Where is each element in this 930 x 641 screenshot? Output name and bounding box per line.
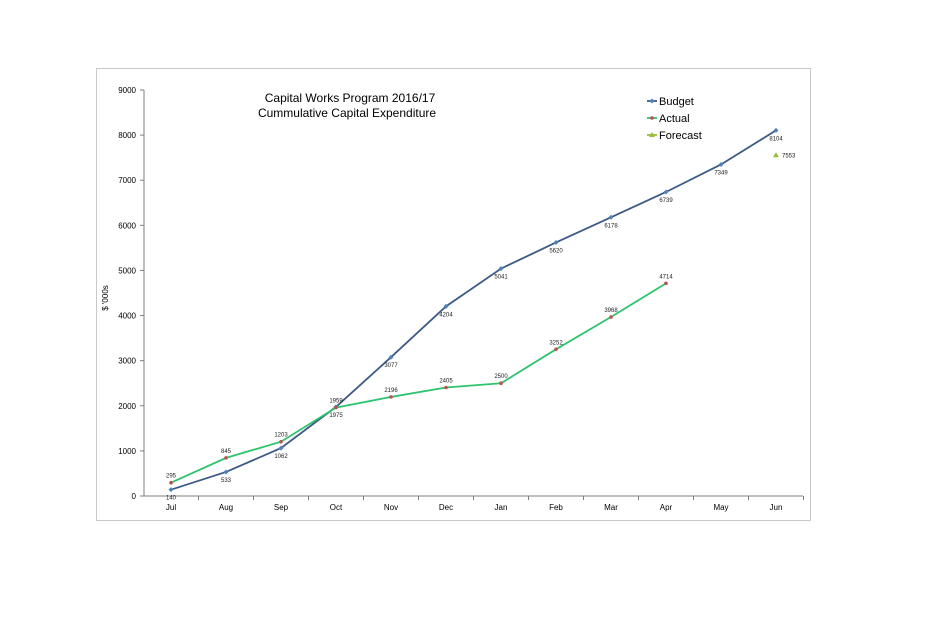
data-point-budget [443, 303, 449, 309]
chart-title: Capital Works Program 2016/17 Cummulativ… [258, 91, 436, 120]
data-label: 3077 [384, 363, 398, 369]
data-label: 1062 [274, 454, 288, 460]
data-point-actual [389, 395, 393, 399]
data-label: 3968 [604, 308, 618, 314]
x-tick-label: Jul [166, 503, 176, 512]
legend-label: Actual [659, 113, 690, 125]
data-label: 7553 [782, 153, 796, 159]
data-point-budget [278, 445, 284, 451]
data-point-actual [554, 347, 558, 352]
y-tick-label: 9000 [118, 86, 136, 95]
legend-item-actual: Actual [647, 113, 690, 125]
series-actual: 295 845 1203 1959 2196 2405 2500 3252 3968 4714 [166, 274, 673, 485]
data-label: 2500 [494, 374, 508, 380]
data-point-budget [168, 487, 174, 493]
legend-marker [649, 98, 655, 104]
data-point-actual [444, 385, 448, 390]
data-point-budget [663, 189, 669, 195]
chart-frame [96, 68, 811, 521]
data-label: 2196 [384, 388, 398, 394]
data-point-actual [279, 439, 283, 444]
x-tick-label: Jan [495, 503, 508, 512]
chart-title-line-1: Capital Works Program 2016/17 [265, 91, 436, 105]
legend-item-budget: Budget [647, 96, 694, 108]
series-layer: 140 533 1062 1975 3077 4204 5041 5620 6178 6739 73… [166, 127, 796, 502]
x-tick-label: Aug [219, 503, 233, 512]
data-point-actual [664, 281, 668, 286]
series-budget: 140 533 1062 1975 3077 4204 5041 5620 6178 6739 73… [166, 127, 783, 502]
data-point-budget [388, 354, 394, 360]
data-point-actual [224, 456, 228, 460]
data-label: 7349 [714, 170, 728, 176]
x-tick-label: Dec [439, 503, 453, 512]
data-label: 533 [221, 478, 232, 484]
series-forecast: 7553 [773, 152, 796, 159]
data-label: 1975 [329, 413, 343, 419]
data-point-budget [773, 127, 779, 133]
data-label: 5620 [549, 248, 563, 254]
x-tick-label: Oct [330, 503, 343, 512]
x-tick-label: Mar [604, 503, 618, 512]
legend-label: Forecast [659, 130, 702, 142]
y-axis-label: $ '000s [101, 285, 110, 311]
data-label: 2405 [439, 379, 453, 385]
axes: 0 1000 2000 3000 4000 5000 6000 7000 8000 9000 Jul… [118, 86, 804, 512]
x-tick-label: Sep [274, 503, 289, 512]
data-point-actual [609, 315, 613, 319]
y-tick-label: 2000 [118, 402, 136, 411]
y-tick-label: 7000 [118, 176, 136, 185]
data-label: 4204 [439, 312, 453, 318]
data-label: 1959 [329, 399, 343, 405]
data-point-actual [334, 405, 338, 410]
data-point-budget [223, 469, 229, 475]
series-line-actual [170, 282, 667, 484]
data-point-budget [553, 239, 559, 245]
data-point-actual [499, 381, 503, 386]
data-label: 8104 [769, 136, 783, 142]
legend-label: Budget [659, 96, 694, 108]
data-point-budget [498, 266, 504, 272]
data-point-budget [608, 214, 614, 220]
data-label: 6739 [659, 198, 673, 204]
x-tick-label: Jun [770, 503, 783, 512]
legend-marker [649, 132, 655, 137]
y-tick-label: 0 [132, 492, 137, 501]
y-tick-label: 1000 [118, 447, 136, 456]
x-tick-label: Feb [549, 503, 563, 512]
data-label: 6178 [604, 223, 618, 229]
legend-marker [650, 116, 654, 120]
x-tick-label: Apr [660, 503, 673, 512]
x-tick-label: Nov [384, 503, 398, 512]
y-tick-label: 6000 [118, 221, 136, 230]
y-tick-label: 3000 [118, 357, 136, 366]
data-point-actual [169, 480, 173, 485]
y-tick-label: 4000 [118, 312, 136, 321]
data-label: 3252 [549, 340, 563, 346]
data-point-budget [718, 161, 724, 167]
data-label: 4714 [659, 274, 673, 280]
y-tick-label: 8000 [118, 131, 136, 140]
data-label: 1203 [274, 433, 288, 439]
y-tick-label: 5000 [118, 266, 136, 275]
series-line-budget [170, 129, 777, 491]
data-label: 845 [221, 449, 232, 455]
x-tick-label: May [713, 503, 728, 512]
legend: Budget Actual Forecast [647, 96, 702, 142]
chart-title-line-2: Cummulative Capital Expenditure [258, 106, 436, 120]
data-point-forecast [773, 152, 779, 158]
data-label: 5041 [494, 275, 508, 281]
data-label: 140 [166, 496, 177, 502]
data-label: 295 [166, 474, 177, 480]
legend-item-forecast: Forecast [647, 130, 702, 142]
